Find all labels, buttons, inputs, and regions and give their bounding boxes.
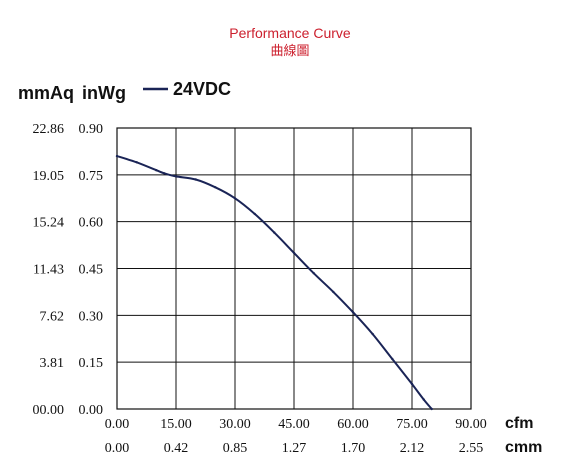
x-tick-label-cmm: 2.55 (459, 441, 484, 456)
y-tick-label-inwg: 0.90 (79, 122, 104, 137)
legend-label-24vdc: 24VDC (173, 79, 231, 99)
series-point-24vdc (410, 382, 414, 386)
chart-legend: 24VDC (143, 79, 231, 99)
y-tick-label-inwg: 0.15 (79, 356, 104, 371)
y-tick-label-mmaq: 19.05 (33, 169, 65, 184)
x-tick-label-cfm: 75.00 (396, 417, 428, 432)
y-axis-inwg-ticks: 0.00 0.15 0.30 0.45 0.60 0.75 0.90 (79, 122, 104, 418)
y-tick-label-mmaq: 22.86 (33, 122, 65, 137)
y-tick-label-inwg: 0.45 (79, 263, 104, 278)
y-tick-label-mmaq: 00.00 (33, 403, 65, 418)
series-point-24vdc (371, 332, 374, 336)
x-tick-label-cmm: 0.42 (164, 441, 189, 456)
series-point-24vdc (292, 251, 296, 255)
x-tick-label-cmm: 1.70 (341, 441, 366, 456)
x-tick-label-cmm: 2.12 (400, 441, 425, 456)
series-point-24vdc (155, 169, 158, 172)
plot-frame (116, 127, 472, 410)
x-axis-cmm-ticks: 0.00 0.42 0.85 1.27 1.70 2.12 2.55 (105, 441, 484, 456)
series-point-24vdc (273, 231, 276, 234)
y-tick-label-mmaq: 3.81 (40, 356, 65, 371)
x-tick-label-cfm: 0.00 (105, 417, 130, 432)
y-tick-label-mmaq: 7.62 (40, 309, 65, 324)
series-point-24vdc (194, 178, 197, 181)
series-point-24vdc (135, 161, 138, 164)
series-point-24vdc (422, 398, 425, 401)
x-unit-cfm-label: cfm (505, 415, 533, 432)
series-point-24vdc (174, 175, 178, 178)
x-tick-label-cfm: 90.00 (455, 417, 487, 432)
chart-grid (116, 127, 472, 410)
series-point-24vdc (351, 311, 355, 314)
y-tick-label-inwg: 0.75 (79, 169, 104, 184)
chart-subtitle: 曲線圖 (270, 43, 309, 59)
x-tick-label-cfm: 45.00 (278, 417, 310, 432)
x-tick-label-cfm: 30.00 (219, 417, 251, 432)
series-point-24vdc (332, 290, 335, 294)
series-point-24vdc (115, 154, 119, 158)
x-tick-label-cfm: 15.00 (160, 417, 192, 432)
series-point-24vdc (312, 272, 315, 275)
y-axis-mmaq-ticks: 00.00 3.81 7.62 11.43 15.24 19.05 22.86 (33, 122, 65, 418)
x-unit-cmm-label: cmm (505, 439, 542, 456)
series-point-24vdc (214, 186, 217, 189)
series-point-24vdc (430, 407, 433, 411)
y-unit-mmaq-label: mmAq (18, 83, 74, 103)
x-axis-cfm-ticks: 0.00 15.00 30.00 45.00 60.00 75.00 90.00 (105, 417, 487, 432)
x-tick-label-cmm: 0.00 (105, 441, 130, 456)
series-point-24vdc (233, 197, 237, 200)
series-point-24vdc (163, 172, 166, 175)
y-tick-label-mmaq: 11.43 (33, 263, 64, 278)
y-unit-inwg-label: inWg (82, 83, 126, 103)
y-tick-label-inwg: 0.00 (79, 403, 104, 418)
series-point-24vdc (391, 357, 394, 361)
y-tick-label-inwg: 0.60 (79, 216, 104, 231)
x-tick-label-cfm: 60.00 (337, 417, 369, 432)
series-points-24vdc (115, 154, 433, 411)
chart-title: Performance Curve (229, 25, 351, 41)
series-point-24vdc (253, 212, 256, 216)
series-line-24vdc (116, 155, 433, 410)
y-tick-label-inwg: 0.30 (79, 309, 104, 324)
x-tick-label-cmm: 0.85 (223, 441, 248, 456)
y-tick-label-mmaq: 15.24 (33, 216, 65, 231)
x-tick-label-cmm: 1.27 (282, 441, 307, 456)
